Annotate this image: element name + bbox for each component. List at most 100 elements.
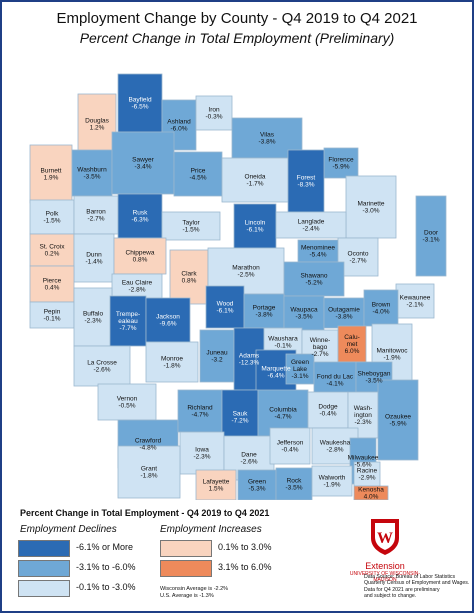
county-label-vilas: Vilas -3.8% bbox=[259, 131, 276, 145]
source-line-1: Data Source: Bureau of Labor Statistics bbox=[364, 574, 456, 580]
legend-swatch-light-blue bbox=[18, 580, 70, 597]
source-line-4: and subject to change. bbox=[364, 593, 417, 600]
county-label-door: Door -3.1% bbox=[423, 229, 440, 243]
county-label-ashland: Ashland -6.0% bbox=[167, 118, 191, 132]
county-forest bbox=[287, 149, 325, 213]
legend-label-decline-1: -6.1% or More bbox=[76, 542, 134, 552]
county-portage bbox=[243, 293, 285, 329]
county-label-fond-du-lac: Fond du Lac -4.1% bbox=[317, 373, 354, 387]
county-label-washington: Wash-ington -2.3% bbox=[354, 405, 373, 426]
extension-wordmark: Extension bbox=[365, 561, 405, 571]
county-label-rock: Rock -3.5% bbox=[286, 477, 303, 491]
county-label-marquette: Marquette -6.4% bbox=[261, 365, 291, 379]
legend: Percent Change in Total Employment - Q4 … bbox=[2, 502, 472, 609]
county-label-la-crosse: La Crosse -2.6% bbox=[87, 359, 117, 373]
county-label-waukesha: Waukesha -2.8% bbox=[320, 439, 351, 453]
county-washington bbox=[347, 391, 379, 439]
legend-swatch-dark-blue bbox=[18, 540, 70, 557]
county-label-monroe: Monroe -1.8% bbox=[161, 355, 183, 369]
county-kewaunee bbox=[395, 283, 435, 319]
county-pepin bbox=[29, 301, 75, 329]
county-label-barron: Barron -2.7% bbox=[86, 208, 106, 222]
county-trempealeau bbox=[109, 295, 147, 347]
county-lafayette bbox=[195, 469, 237, 500]
county-label-sawyer: Sawyer -3.4% bbox=[132, 156, 155, 170]
county-label-pepin: Pepin -0.1% bbox=[44, 308, 61, 322]
county-florence bbox=[323, 147, 359, 179]
uw-crest-icon: W bbox=[371, 519, 399, 555]
county-label-racine: Racine -2.9% bbox=[357, 467, 378, 481]
county-label-green: Green -5.3% bbox=[248, 478, 266, 492]
county-label-waupaca: Waupaca -3.5% bbox=[290, 306, 318, 320]
county-label-burnett: Burnett 1.9% bbox=[41, 167, 62, 181]
county-vernon bbox=[97, 383, 157, 421]
county-la-crosse bbox=[73, 345, 131, 387]
county-dunn bbox=[73, 233, 115, 283]
county-monroe bbox=[145, 341, 199, 383]
county-label-iowa: Iowa -2.3% bbox=[194, 446, 211, 460]
county-label-green-lake: Green Lake -3.1% bbox=[291, 359, 309, 380]
legend-label-increase-1: 0.1% to 3.0% bbox=[218, 542, 272, 552]
county-label-taylor: Taylor -1.5% bbox=[182, 219, 200, 233]
map-subtitle: Percent Change in Total Employment (Prel… bbox=[79, 30, 395, 46]
county-label-oconto: Oconto -2.7% bbox=[348, 250, 369, 264]
county-label-crawford: Crawford -4.8% bbox=[135, 437, 162, 451]
county-label-pierce: Pierce 0.4% bbox=[43, 277, 62, 291]
county-label-ozaukee: Ozaukee -5.9% bbox=[385, 413, 411, 427]
legend-swatch-mid-blue bbox=[18, 560, 70, 577]
county-label-buffalo: Buffalo -2.3% bbox=[83, 310, 104, 324]
county-label-winnebago: Winne-bago -2.7% bbox=[310, 337, 331, 358]
county-ozaukee bbox=[377, 379, 419, 461]
county-label-douglas: Douglas 1.2% bbox=[85, 117, 110, 131]
county-label-chippewa: Chippewa 0.8% bbox=[126, 249, 155, 263]
county-label-menominee: Menominee -5.4% bbox=[301, 244, 335, 258]
county-label-rusk: Rusk -6.3% bbox=[132, 209, 149, 223]
crest-letter: W bbox=[377, 530, 393, 547]
county-label-brown: Brown -4.0% bbox=[372, 301, 391, 315]
county-langlade bbox=[275, 211, 347, 239]
county-dodge bbox=[307, 391, 349, 429]
county-label-iron: Iron -0.3% bbox=[206, 106, 223, 120]
county-lincoln bbox=[233, 203, 277, 249]
county-label-walworth: Walworth -1.9% bbox=[319, 474, 346, 488]
county-label-wood: Wood -6.1% bbox=[217, 300, 234, 314]
county-label-richland: Richland -4.7% bbox=[187, 404, 213, 418]
county-label-adams: Adams -12.3% bbox=[239, 352, 260, 366]
county-green bbox=[237, 469, 277, 500]
county-label-vernon: Vernon -0.5% bbox=[117, 395, 138, 409]
county-label-bayfield: Bayfield -6.5% bbox=[128, 96, 152, 110]
county-label-sauk: Sauk -7.2% bbox=[232, 410, 249, 424]
legend-label-decline-2: -3.1% to -6.0% bbox=[76, 562, 136, 572]
county-label-marinette: Marinette -3.0% bbox=[357, 200, 384, 214]
county-label-langlade: Langlade -2.4% bbox=[298, 218, 325, 232]
county-label-st-croix: St. Croix 0.2% bbox=[40, 243, 66, 257]
county-label-washburn: Washburn -3.5% bbox=[77, 166, 107, 180]
county-label-juneau: Juneau -3.2 bbox=[206, 349, 228, 363]
county-label-polk: Polk -1.5% bbox=[44, 210, 61, 224]
county-richland bbox=[177, 389, 223, 433]
county-douglas bbox=[77, 93, 117, 155]
source-line-3: Data for Q4 2021 are preliminary bbox=[364, 586, 440, 593]
county-label-forest: Forest -8.3% bbox=[297, 174, 316, 188]
county-label-dane: Dane -2.6% bbox=[241, 451, 258, 465]
county-jefferson bbox=[269, 427, 311, 465]
legend-label-decline-3: -0.1% to -3.0% bbox=[76, 582, 136, 592]
county-label-dunn: Dunn -1.4% bbox=[86, 251, 103, 265]
university-wordmark: UNIVERSITY OF WISCONSIN-MADISON bbox=[349, 571, 421, 583]
county-label-marathon: Marathon -2.5% bbox=[232, 264, 260, 278]
county-label-milwaukee: Milwaukee -5.6% bbox=[348, 454, 379, 468]
county-label-calumet: Calu-met 6.0% bbox=[344, 334, 360, 355]
data-source-note: Data Source: Bureau of Labor Statistics … bbox=[364, 574, 474, 600]
county-washburn bbox=[71, 149, 113, 197]
county-label-kewaunee: Kewaunee -2.1% bbox=[400, 294, 431, 308]
county-juneau bbox=[199, 329, 235, 383]
county-kenosha bbox=[353, 485, 389, 500]
county-label-jackson: Jackson -9.6% bbox=[156, 313, 180, 327]
county-label-dodge: Dodge -0.4% bbox=[318, 403, 338, 417]
county-label-waushara: Waushara -0.1% bbox=[268, 335, 298, 349]
county-price bbox=[173, 151, 223, 197]
county-taylor bbox=[161, 211, 221, 241]
map-title: Employment Change by County - Q4 2019 to… bbox=[56, 10, 418, 27]
county-label-manitowoc: Manitowoc -1.9% bbox=[376, 347, 408, 361]
county-label-trempealeau: Trempe-ealeau -7.7% bbox=[116, 311, 140, 332]
